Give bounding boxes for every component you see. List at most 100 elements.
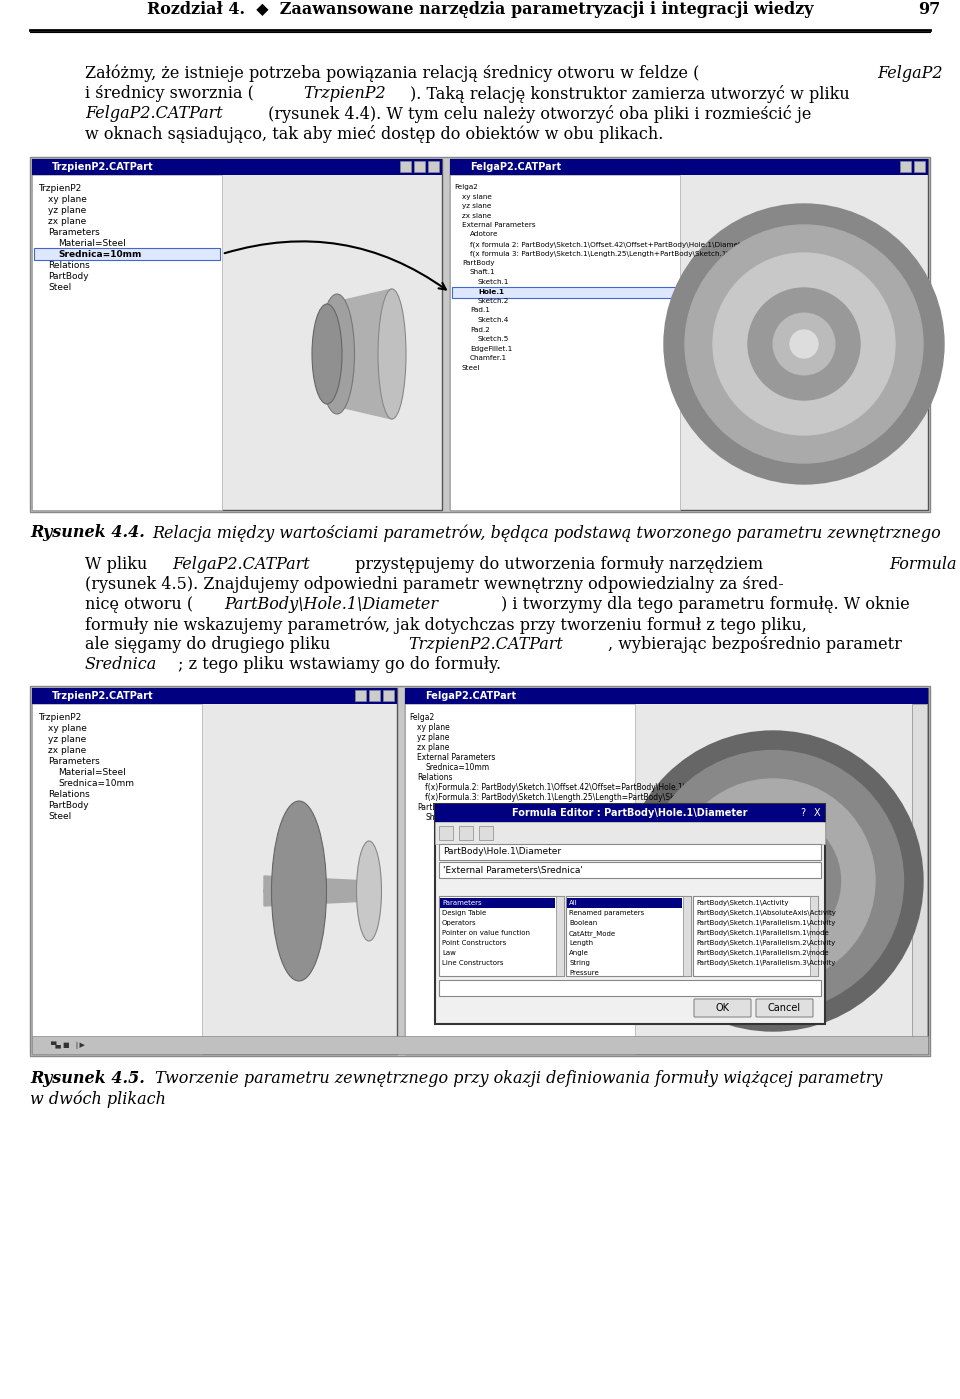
Circle shape: [748, 288, 860, 400]
Polygon shape: [264, 876, 369, 907]
Text: Pad.1: Pad.1: [470, 308, 490, 313]
Text: Renamed parameters: Renamed parameters: [569, 909, 644, 916]
Text: Formula Editor : PartBody\Hole.1\Diameter: Formula Editor : PartBody\Hole.1\Diamete…: [513, 809, 748, 818]
Text: Steel: Steel: [48, 811, 71, 821]
Text: Sketch.4: Sketch.4: [478, 318, 510, 323]
Text: Dictionary: Dictionary: [441, 886, 484, 894]
Text: PartBody: PartBody: [48, 802, 88, 810]
FancyArrowPatch shape: [225, 242, 445, 290]
Text: Material=Steel: Material=Steel: [58, 768, 126, 776]
Text: Boolean: Boolean: [569, 921, 597, 926]
Circle shape: [623, 732, 923, 1031]
Circle shape: [764, 872, 782, 890]
Bar: [693, 895, 818, 977]
Text: OK: OK: [715, 1003, 729, 1013]
Text: EdgeFillet.1: EdgeFillet.1: [470, 346, 513, 351]
Text: Pointer on value function: Pointer on value function: [442, 930, 530, 936]
Text: String: String: [569, 960, 589, 965]
Text: FelgaP2.CATPart: FelgaP2.CATPart: [425, 691, 516, 701]
Text: Felga2: Felga2: [454, 185, 478, 190]
Bar: [355, 690, 366, 701]
Text: TrzpienP2.CATPart: TrzpienP2.CATPart: [52, 162, 154, 172]
Bar: [440, 898, 555, 908]
Text: ale sięgamy do drugiego pliku: ale sięgamy do drugiego pliku: [85, 637, 335, 653]
Text: Tworzenie parametru zewnętrznego przy okazji definiowania formuły wiążącej param: Tworzenie parametru zewnętrznego przy ok…: [155, 1070, 882, 1087]
Bar: [32, 159, 442, 511]
Text: PartBody\Sketch.1\Parallelism.3\Activity: PartBody\Sketch.1\Parallelism.3\Activity: [696, 960, 835, 965]
Polygon shape: [327, 290, 392, 418]
Text: Formula: Formula: [889, 555, 957, 574]
Text: Sketch.2: Sketch.2: [433, 844, 466, 852]
Text: f(x)Formula.3: PartBody\Sketch.1\Length.25\Length=PartBody\Sketch.1\Offset.42\Of: f(x)Formula.3: PartBody\Sketch.1\Length.…: [425, 793, 772, 802]
Circle shape: [790, 330, 818, 358]
Text: PartBody: PartBody: [417, 803, 451, 811]
Text: Parameters: Parameters: [48, 228, 100, 236]
Bar: [439, 844, 821, 860]
Text: Sketch.5: Sketch.5: [478, 336, 510, 341]
Text: TrzpienP2: TrzpienP2: [303, 85, 386, 102]
Text: TrzpienP2: TrzpienP2: [38, 185, 82, 193]
Bar: [32, 688, 397, 704]
Circle shape: [752, 860, 794, 902]
Text: ?: ?: [801, 809, 805, 818]
Bar: [400, 161, 411, 172]
Text: PartBody: PartBody: [48, 271, 88, 281]
Bar: [683, 895, 691, 977]
Text: Relations: Relations: [417, 774, 452, 782]
FancyBboxPatch shape: [756, 999, 813, 1017]
Bar: [435, 804, 825, 823]
Text: zx plane: zx plane: [48, 217, 86, 227]
Bar: [566, 895, 691, 977]
Text: Hole.1: Hole.1: [478, 288, 504, 295]
Bar: [405, 688, 928, 1053]
Text: PartBody\Sketch.1\AbsoluteAxis\Activity: PartBody\Sketch.1\AbsoluteAxis\Activity: [696, 909, 836, 916]
Text: xy plane: xy plane: [48, 194, 86, 204]
Bar: [439, 862, 821, 879]
Text: w oknach sąsiadująco, tak aby mieć dostęp do obiektów w obu plikach.: w oknach sąsiadująco, tak aby mieć dostę…: [85, 125, 663, 143]
Text: zx slane: zx slane: [462, 213, 492, 218]
Text: 'External Parameters\Srednica': 'External Parameters\Srednica': [443, 866, 583, 874]
Text: External Parameters: External Parameters: [417, 753, 495, 762]
Bar: [435, 823, 825, 844]
Text: Załóżmy, że istnieje potrzeba powiązania relacją średnicy otworu w feldze (: Załóżmy, że istnieje potrzeba powiązania…: [85, 64, 700, 83]
Text: Operators: Operators: [442, 921, 476, 926]
Text: yz plane: yz plane: [48, 734, 86, 744]
Text: X: X: [814, 809, 820, 818]
Bar: [32, 1037, 928, 1053]
Circle shape: [713, 253, 895, 435]
Text: ▀▄ ■ ▕ ▶: ▀▄ ■ ▕ ▶: [50, 1041, 84, 1049]
Text: Felga2: Felga2: [409, 713, 434, 722]
Text: PartBody\Hole.1\Diameter: PartBody\Hole.1\Diameter: [443, 848, 562, 856]
Text: xy slane: xy slane: [462, 193, 492, 200]
Text: Pressure: Pressure: [569, 970, 599, 977]
Text: yz plane: yz plane: [48, 206, 86, 215]
Text: PartBody\Sketch.1\Parallelism.2\Activity: PartBody\Sketch.1\Parallelism.2\Activity: [696, 940, 835, 946]
Text: FelgaP2: FelgaP2: [877, 64, 944, 83]
Bar: [912, 704, 927, 1053]
Text: ; z tego pliku wstawiamy go do formuły.: ; z tego pliku wstawiamy go do formuły.: [179, 656, 501, 673]
Text: Shaft.1: Shaft.1: [470, 270, 495, 276]
Circle shape: [706, 813, 841, 949]
Text: xy plane: xy plane: [417, 723, 449, 732]
Text: PartBody\Sketch.1\Parallelism.1\mode: PartBody\Sketch.1\Parallelism.1\mode: [696, 930, 828, 936]
Text: i średnicy sworznia (: i średnicy sworznia (: [85, 85, 253, 102]
Text: Rysunek 4.5.: Rysunek 4.5.: [30, 1070, 145, 1087]
Text: Adotore: Adotore: [470, 231, 498, 238]
Bar: [439, 981, 821, 996]
Circle shape: [731, 839, 815, 923]
Bar: [439, 895, 564, 977]
Text: xy plane: xy plane: [48, 725, 86, 733]
Text: ) i tworzymy dla tego parametru formułę. W oknie: ) i tworzymy dla tego parametru formułę.…: [501, 596, 909, 613]
Text: Point Constructors: Point Constructors: [442, 940, 506, 946]
Ellipse shape: [264, 876, 334, 907]
Bar: [439, 825, 453, 839]
Text: FelgaP2.CATPart: FelgaP2.CATPart: [470, 162, 562, 172]
Text: PartBody\Sketch.1\Parallelism.1\Activity: PartBody\Sketch.1\Parallelism.1\Activity: [696, 921, 835, 926]
Text: Law: Law: [442, 950, 456, 956]
Text: w dwóch plikach: w dwóch plikach: [30, 1090, 166, 1108]
Text: TrzpienP2: TrzpienP2: [38, 713, 82, 722]
Text: Members of Parameters: Members of Parameters: [568, 886, 669, 894]
Text: Sketch.1: Sketch.1: [433, 823, 466, 832]
Bar: [405, 688, 928, 704]
Bar: [383, 690, 394, 701]
